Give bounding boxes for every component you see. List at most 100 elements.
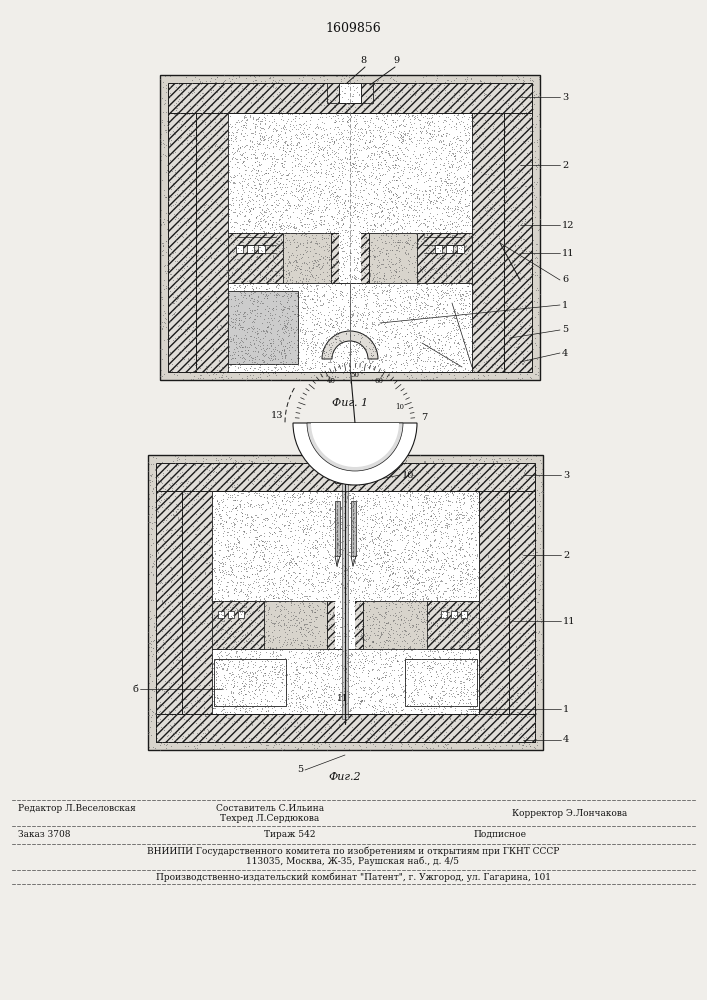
Point [250,184,261,200]
Point [162,193,173,209]
Point [170,102,181,118]
Point [238,555,250,571]
Point [296,250,307,266]
Point [384,371,395,387]
Point [262,240,273,256]
Point [245,290,257,306]
Point [232,460,243,476]
Point [424,498,436,514]
Point [276,288,287,304]
Point [250,531,261,547]
Point [446,145,457,161]
Point [510,598,521,614]
Point [281,305,293,321]
Point [517,298,528,314]
Point [158,139,170,155]
Point [309,317,320,333]
Point [385,649,397,665]
Point [347,131,358,147]
Point [144,635,156,651]
Point [383,501,395,517]
Point [281,656,292,672]
Point [460,183,471,199]
Point [373,302,385,318]
Point [237,112,248,128]
Point [355,121,366,137]
Point [288,335,300,351]
Point [357,203,368,219]
Point [446,263,457,279]
Point [431,284,442,300]
Point [284,514,295,530]
Point [325,471,336,487]
Point [276,463,288,479]
Point [438,157,449,173]
Point [406,500,417,516]
Point [187,314,199,330]
Point [269,103,280,119]
Point [322,716,333,732]
Point [371,627,382,643]
Point [316,453,327,469]
Point [366,94,377,110]
Point [458,596,469,612]
Point [271,251,283,267]
Point [452,344,463,360]
Point [329,121,340,137]
Point [267,645,279,661]
Point [361,627,373,643]
Point [236,256,247,272]
Point [381,132,392,148]
Point [270,170,281,186]
Point [284,560,295,576]
Point [463,195,474,211]
Point [216,447,227,463]
Point [291,150,303,166]
Point [295,741,306,757]
Point [256,558,267,574]
Point [257,533,268,549]
Point [157,697,168,713]
Point [428,301,439,317]
Point [229,548,240,564]
Point [507,299,518,315]
Point [289,505,300,521]
Point [378,189,390,205]
Point [488,279,499,295]
Point [530,534,541,550]
Point [254,658,265,674]
Point [365,713,376,729]
Point [445,479,457,495]
Point [242,321,253,337]
Point [273,174,284,190]
Point [216,702,228,718]
Point [157,214,168,230]
Point [336,546,347,562]
Point [438,267,450,283]
Point [516,224,527,240]
Point [329,564,340,580]
Point [305,304,316,320]
Point [276,537,288,553]
Point [374,200,385,216]
Point [433,342,444,358]
Point [508,469,520,485]
Point [477,631,488,647]
Point [165,132,176,148]
Point [308,604,320,620]
Point [164,717,175,733]
Point [380,474,391,490]
Point [296,594,308,610]
Point [332,604,343,620]
Point [435,216,446,232]
Point [337,533,349,549]
Point [322,192,333,208]
Point [247,659,258,675]
Point [469,142,480,158]
Point [237,644,248,660]
Point [370,91,381,107]
Point [496,334,507,350]
Point [452,479,464,495]
Point [452,223,463,239]
Point [327,516,338,532]
